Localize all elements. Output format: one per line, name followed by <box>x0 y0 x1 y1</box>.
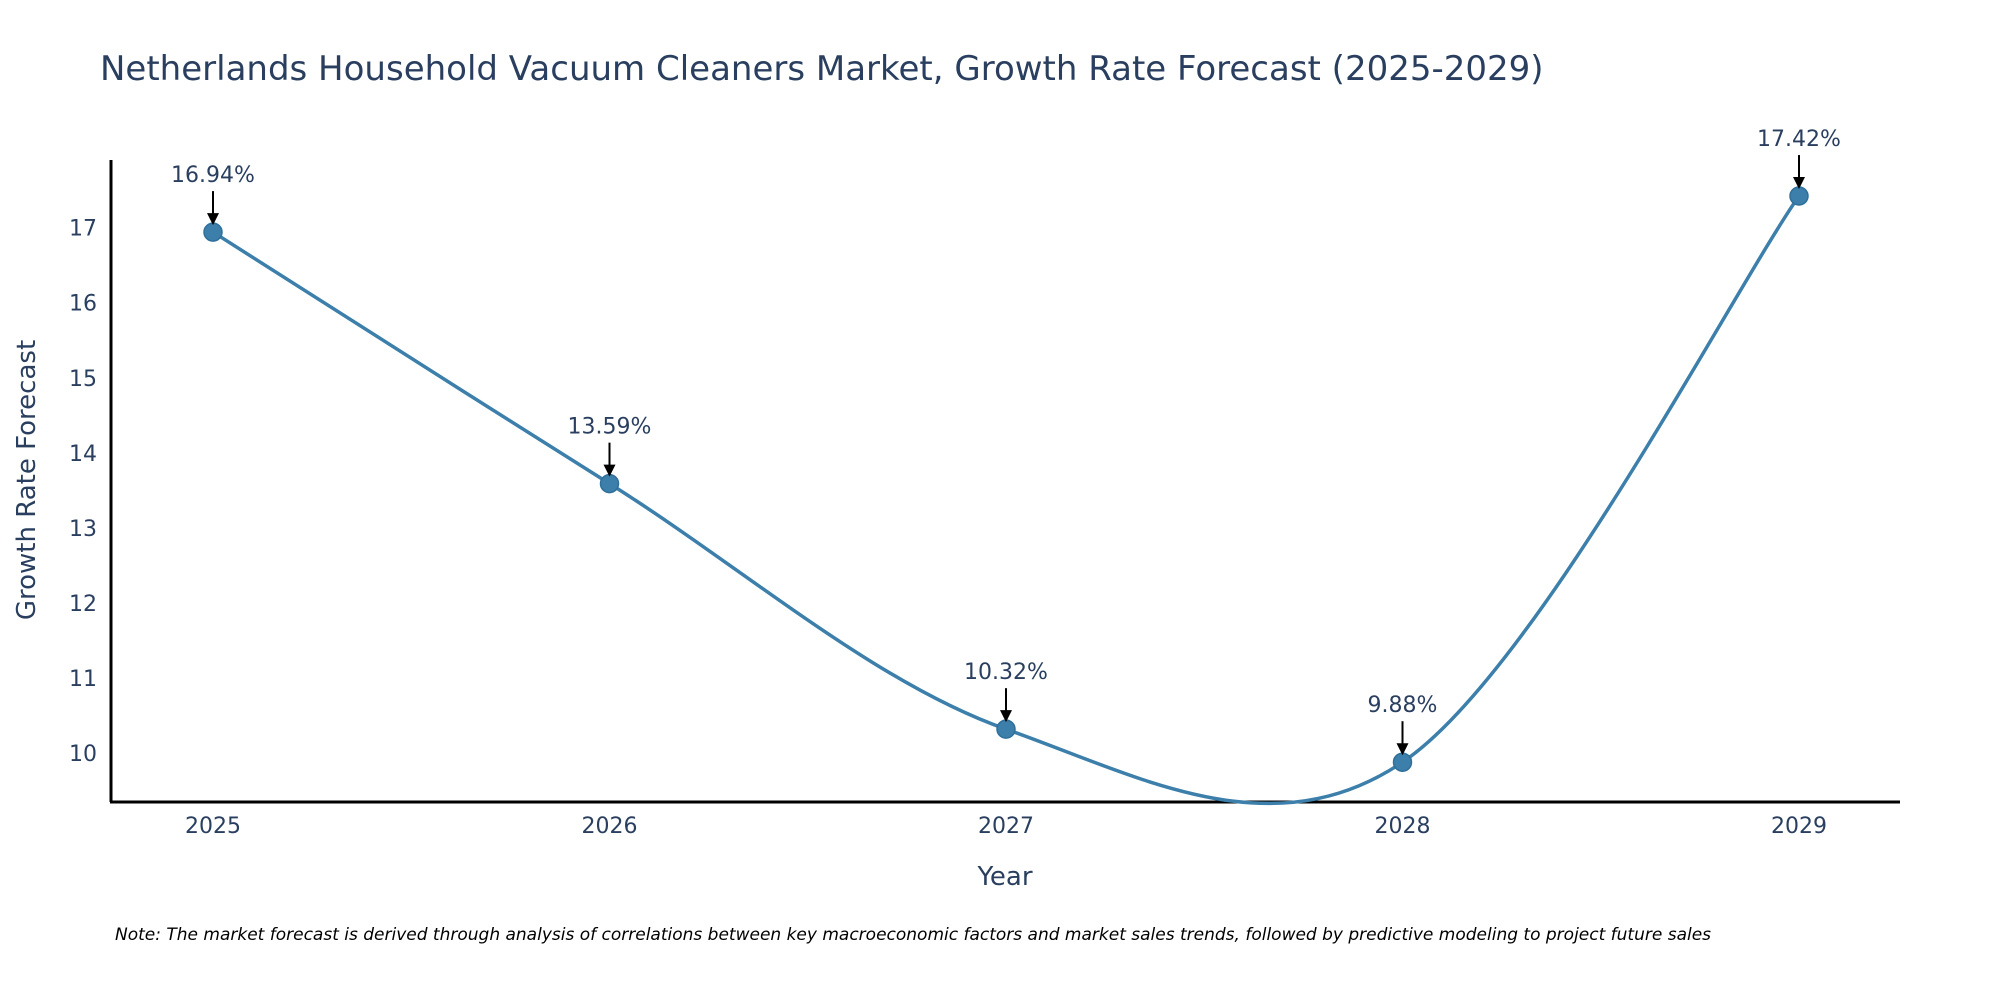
annotation-arrow-head <box>1396 743 1409 756</box>
y-tick-label: 11 <box>69 667 97 692</box>
annotation-2029: 17.42% <box>1757 127 1841 190</box>
annotation-arrow-head <box>603 464 616 477</box>
x-tick-label: 2025 <box>185 814 241 839</box>
annotation-arrow-head <box>1000 710 1012 723</box>
data-point-2026 <box>599 473 620 494</box>
y-tick-label: 10 <box>69 742 97 767</box>
annotation-2027: 10.32% <box>964 660 1048 723</box>
x-tick-label: 2028 <box>1375 814 1431 839</box>
y-tick-label: 12 <box>69 592 97 617</box>
annotation-2026: 13.59% <box>568 415 652 477</box>
x-tick-label: 2026 <box>582 814 638 839</box>
annotation-arrow-head <box>1793 177 1805 190</box>
annotation-2025: 16.94% <box>171 163 255 226</box>
x-tick-label: 2029 <box>1771 814 1827 839</box>
data-label: 10.32% <box>964 660 1048 685</box>
y-tick-label: 15 <box>69 367 97 392</box>
chart-note: Note: The market forecast is derived thr… <box>115 925 1711 945</box>
data-label: 13.59% <box>568 415 652 440</box>
data-point-2027 <box>996 719 1016 739</box>
annotation-arrow-head <box>207 213 219 226</box>
data-markers <box>203 186 1809 772</box>
data-point-2028 <box>1392 752 1413 772</box>
y-tick-label: 17 <box>69 217 97 242</box>
data-point-2025 <box>203 222 223 242</box>
x-axis-title: Year <box>976 862 1032 892</box>
y-tick-label: 16 <box>69 292 97 317</box>
y-tick-label: 13 <box>69 517 97 542</box>
data-point-2029 <box>1789 186 1809 206</box>
y-axis-title: Growth Rate Forecast <box>12 340 42 620</box>
data-annotations: 16.94% 13.59% 10.32% 9.88% 17.42% <box>171 127 1841 756</box>
series-line <box>212 195 1801 806</box>
data-label: 9.88% <box>1368 693 1438 718</box>
data-label: 16.94% <box>171 163 255 188</box>
x-tick-labels: 2025 2026 2027 2028 2029 <box>185 814 1827 839</box>
x-tick-label: 2027 <box>978 814 1034 839</box>
annotation-2028: 9.88% <box>1368 693 1438 756</box>
y-tick-labels: 10 11 12 13 14 15 16 17 <box>69 217 97 768</box>
chart-title: Netherlands Household Vacuum Cleaners Ma… <box>100 49 1544 89</box>
y-tick-label: 14 <box>69 442 97 467</box>
data-label: 17.42% <box>1757 127 1841 152</box>
